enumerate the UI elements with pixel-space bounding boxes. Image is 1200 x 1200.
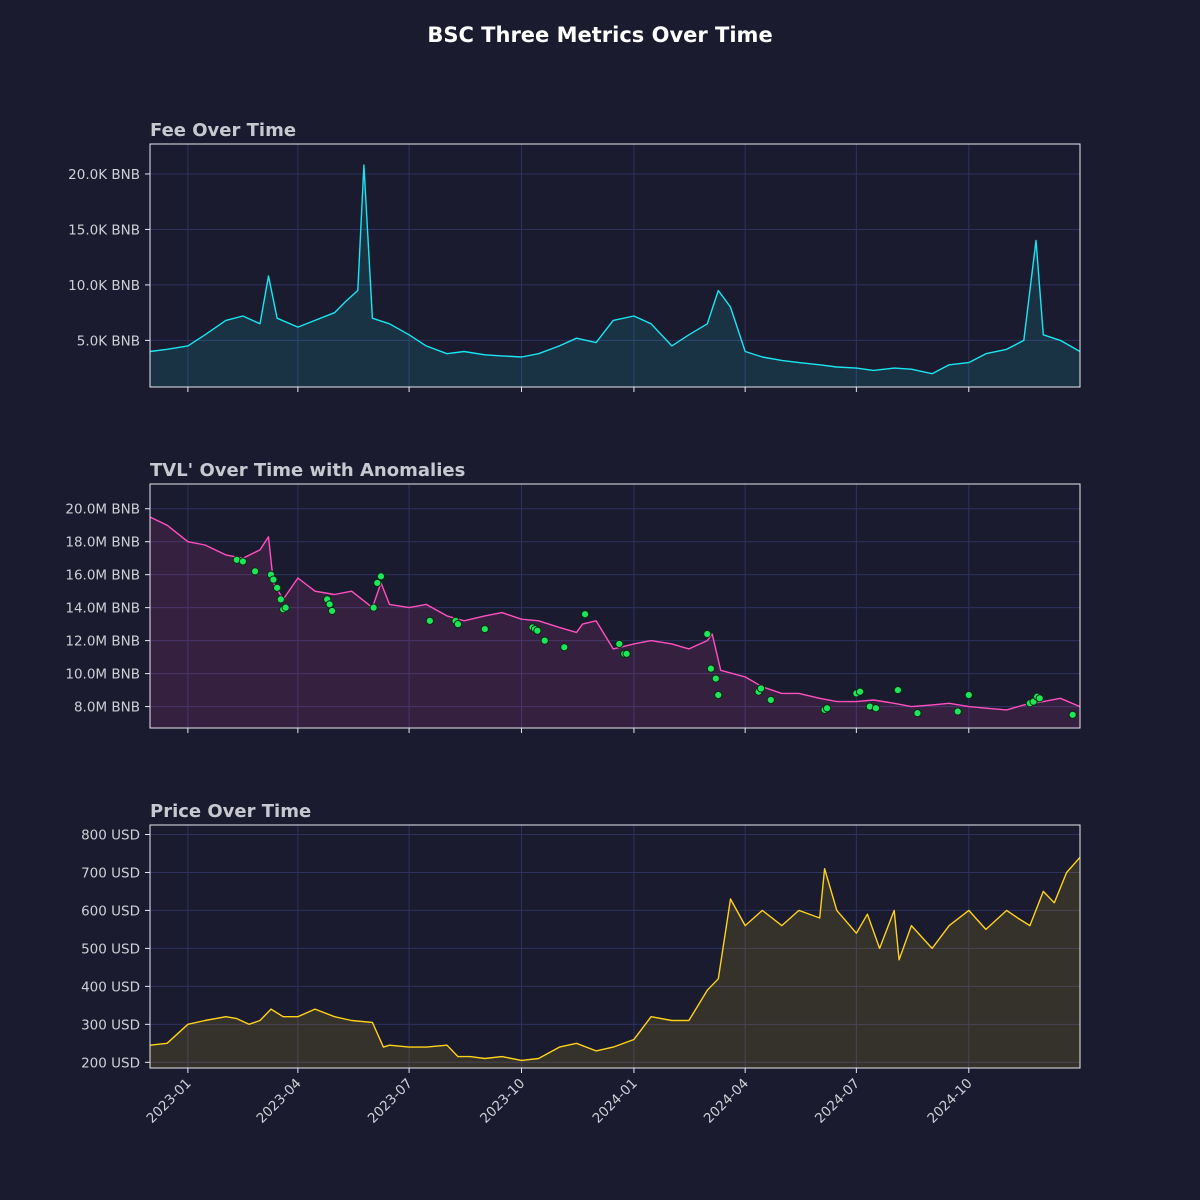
tvl-panel: TVL' Over Time with Anomalies 8.0M BNB 10…	[65, 460, 1081, 733]
anomaly-point	[369, 603, 378, 612]
tvl-ytick-label: 14.0M BNB	[65, 601, 140, 617]
price-ytick-label: 200 USD	[81, 1055, 140, 1071]
anomaly-point	[766, 695, 775, 705]
price-plot-area	[150, 825, 1080, 1068]
anomaly-point	[238, 557, 247, 566]
anomaly-point	[822, 704, 832, 713]
anomaly-point	[1035, 694, 1044, 703]
anomaly-point	[376, 572, 386, 581]
anomaly-point	[703, 629, 712, 639]
anomaly-point	[281, 603, 290, 612]
tvl-series-area	[150, 517, 1080, 728]
price-ytick-label: 600 USD	[81, 903, 140, 919]
anomaly-point	[453, 620, 463, 629]
fee-series-line	[149, 164, 1081, 375]
anomaly-point	[327, 606, 337, 616]
fee-ytick-label: 20.0K BNB	[68, 167, 140, 183]
anomaly-point	[269, 575, 278, 584]
price-series-line	[149, 856, 1081, 1062]
tvl-axes-frame	[149, 483, 1081, 729]
price-ytick-label: 400 USD	[81, 979, 140, 995]
tvl-ytick-label: 20.0M BNB	[65, 502, 140, 518]
price-series-area	[150, 857, 1080, 1068]
tvl-ytick-label: 8.0M BNB	[74, 700, 140, 716]
price-ytick-label: 800 USD	[81, 827, 140, 843]
figure-title: BSC Three Metrics Over Time	[427, 23, 772, 47]
anomaly-point	[272, 583, 282, 592]
price-axes-frame	[149, 824, 1081, 1069]
tvl-ytick-label: 12.0M BNB	[65, 634, 140, 650]
anomaly-point	[953, 707, 962, 716]
anomaly-point	[425, 616, 434, 625]
price-ytick-label: 700 USD	[81, 865, 140, 881]
anomaly-point	[480, 624, 489, 634]
anomaly-point	[580, 610, 590, 619]
anomaly-point	[756, 684, 766, 693]
tvl-ytick-label: 18.0M BNB	[65, 535, 140, 551]
fee-axes-frame	[149, 143, 1081, 388]
fee-ytick-label: 10.0K BNB	[68, 278, 140, 294]
fee-ytick-label: 15.0K BNB	[68, 222, 140, 238]
anomaly-point	[560, 643, 569, 652]
price-ytick-label: 300 USD	[81, 1017, 140, 1033]
anomaly-point	[540, 636, 549, 645]
anomaly-point	[615, 639, 624, 649]
anomaly-point	[250, 567, 260, 576]
price-panel-title: Price Over Time	[150, 801, 311, 822]
anomaly-point	[913, 709, 922, 718]
tvl-panel-title: TVL' Over Time with Anomalies	[150, 460, 465, 481]
anomaly-point	[871, 704, 881, 713]
anomaly-point	[893, 685, 903, 695]
fee-series-area	[150, 165, 1080, 387]
tvl-series-line	[149, 516, 1081, 711]
anomaly-point	[855, 687, 865, 696]
anomaly-point	[964, 690, 973, 700]
tvl-plot-area	[150, 484, 1080, 728]
anomaly-point	[714, 690, 723, 700]
tvl-ytick-label: 10.0M BNB	[65, 667, 140, 683]
tvl-ytick-label: 16.0M BNB	[65, 568, 140, 584]
anomaly-point	[706, 664, 716, 673]
fee-plot-area	[150, 144, 1080, 387]
fee-panel: Fee Over Time 5.0K BNB 10.0K BNB 15.0K BNB…	[68, 120, 1081, 392]
anomaly-point	[533, 626, 542, 635]
anomaly-point	[622, 649, 631, 658]
anomaly-point	[711, 674, 720, 683]
fee-panel-title: Fee Over Time	[150, 120, 296, 141]
fee-ytick-label: 5.0K BNB	[77, 333, 140, 349]
anomaly-point	[1068, 710, 1077, 719]
price-ytick-label: 500 USD	[81, 941, 140, 957]
anomaly-point	[373, 578, 382, 588]
anomaly-point	[276, 595, 285, 604]
